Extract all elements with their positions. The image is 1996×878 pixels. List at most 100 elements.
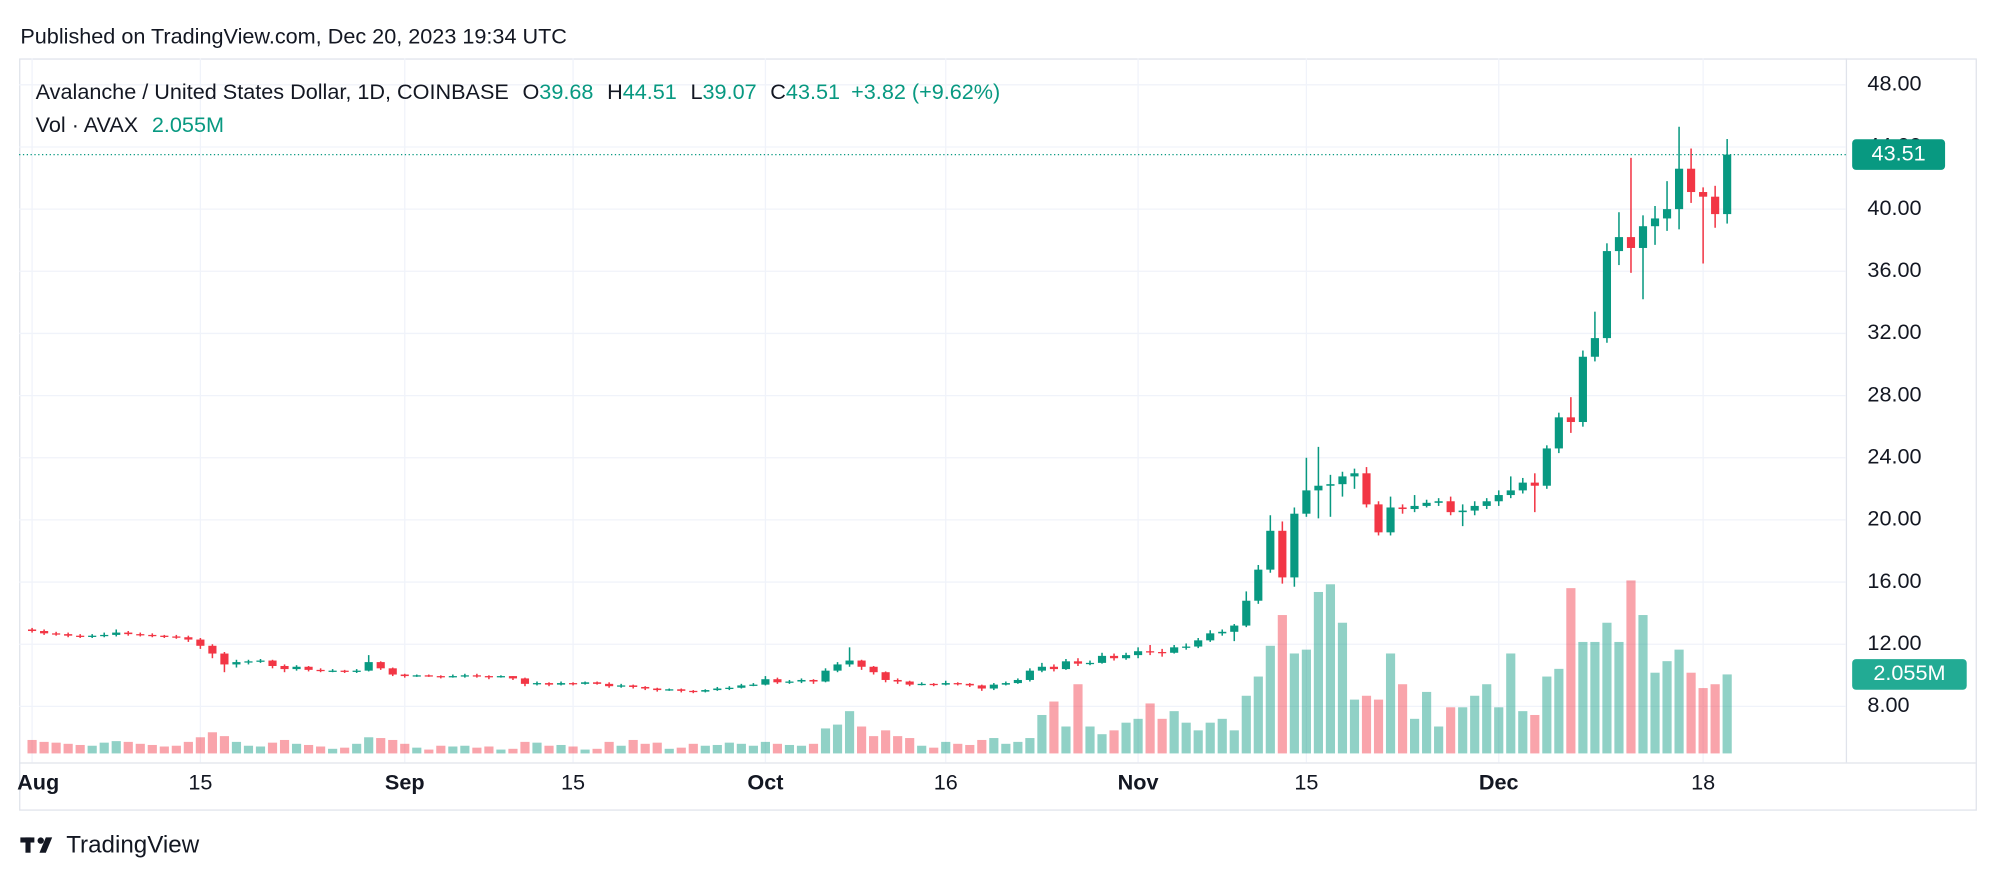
- candle-body: [1566, 417, 1575, 423]
- grid: [19, 58, 1846, 763]
- volume-bar: [1626, 580, 1636, 754]
- volume-title: Vol · AVAX: [36, 112, 139, 137]
- candle-body: [448, 676, 457, 678]
- candle-body: [977, 685, 986, 689]
- volume-bar: [1145, 703, 1155, 754]
- volume-bar: [39, 741, 49, 754]
- volume-bar: [808, 743, 819, 754]
- candle-body: [1001, 683, 1010, 685]
- x-tick-label: Oct: [747, 770, 783, 795]
- volume-bar: [291, 743, 302, 754]
- y-tick-label: 20.00: [1867, 506, 1921, 531]
- volume-bar: [676, 747, 686, 754]
- candle-body: [544, 683, 554, 685]
- last-price-label: 43.51: [1872, 140, 1926, 165]
- candle-body: [232, 662, 241, 665]
- y-tick-label: 16.00: [1867, 568, 1921, 593]
- candle-body: [1398, 507, 1407, 510]
- y-tick-label: 8.00: [1867, 692, 1909, 717]
- x-tick-label: 16: [934, 770, 958, 795]
- volume-bar: [1241, 695, 1251, 754]
- volume-bar: [316, 746, 326, 754]
- candle-body: [713, 688, 722, 691]
- volume-bar: [424, 749, 434, 754]
- volume-bar: [1013, 741, 1023, 754]
- volume-bar: [592, 748, 602, 754]
- candle-body: [881, 672, 890, 680]
- candle-body: [929, 683, 938, 686]
- legend-line: Avalanche / United States Dollar, 1D, CO…: [36, 78, 1001, 103]
- volume-bar: [1722, 674, 1732, 754]
- volume-bar: [820, 728, 831, 754]
- y-tick-label: 24.00: [1867, 443, 1921, 468]
- candle-body: [1699, 192, 1708, 197]
- volume-bar: [63, 743, 73, 754]
- x-tick-label: 15: [188, 770, 212, 795]
- candle-body: [905, 681, 914, 685]
- candle-body: [917, 683, 926, 686]
- candle-body: [1037, 666, 1046, 671]
- candle-body: [941, 683, 950, 685]
- volume-bar: [1193, 730, 1203, 754]
- volume-bar: [1686, 672, 1696, 754]
- candle-body: [268, 660, 277, 666]
- volume-bar: [1169, 711, 1179, 754]
- x-tick-label: 18: [1691, 770, 1715, 795]
- candle-body: [364, 662, 373, 671]
- symbol-title: Avalanche / United States Dollar, 1D, CO…: [36, 78, 509, 103]
- candle-body: [88, 635, 97, 637]
- candle-body: [1662, 209, 1672, 219]
- x-tick-label: 15: [561, 770, 585, 795]
- candle-body: [1638, 226, 1648, 248]
- candle-body: [460, 675, 469, 677]
- candle-body: [1687, 168, 1696, 193]
- candle-body: [1314, 485, 1323, 491]
- candle-body: [1518, 482, 1527, 491]
- volume-bar: [1410, 718, 1420, 754]
- candle-body: [388, 668, 397, 675]
- candle-body: [725, 687, 734, 690]
- candle-body: [1362, 473, 1371, 505]
- brand-name: TradingView: [66, 832, 200, 859]
- volume-bar: [832, 724, 843, 754]
- volume-bar: [772, 743, 783, 754]
- y-tick-label: 40.00: [1867, 195, 1921, 220]
- candle-body: [1470, 505, 1479, 511]
- volume-bar: [1301, 649, 1311, 754]
- candle-body: [148, 634, 157, 637]
- volume-bar: [1638, 615, 1648, 754]
- volume-bar: [1662, 661, 1672, 754]
- volume-bar: [1325, 584, 1336, 754]
- volume-bar: [1061, 726, 1071, 754]
- volume-bar: [1542, 676, 1552, 754]
- candle-body: [172, 636, 181, 638]
- volume-bar: [1554, 668, 1564, 754]
- volume-bar: [147, 744, 157, 754]
- open-letter: O: [522, 78, 539, 103]
- candle-body: [605, 683, 614, 687]
- volume-bar: [99, 742, 109, 754]
- volume-bar: [989, 738, 999, 754]
- volume-tag-label: 2.055M: [1873, 660, 1945, 685]
- volume-bar: [51, 742, 61, 754]
- volume-legend: Vol · AVAX 2.055M: [36, 112, 224, 137]
- candle-body: [1073, 661, 1083, 664]
- candle-body: [1134, 651, 1143, 656]
- candle-body: [484, 676, 493, 678]
- volume-bar: [111, 741, 121, 754]
- candle-body: [833, 664, 842, 671]
- candle-body: [556, 683, 566, 685]
- candle-body: [1530, 482, 1539, 486]
- volume-tag: [1852, 659, 1967, 690]
- candle-body: [821, 670, 830, 682]
- volume-bar: [1590, 641, 1600, 754]
- volume-value: 2.055M: [152, 112, 224, 137]
- volume-bar: [977, 739, 987, 754]
- volume-bar: [352, 743, 362, 754]
- volume-bar: [532, 742, 542, 754]
- volume-bar: [1458, 707, 1468, 754]
- candle-body: [1590, 338, 1599, 357]
- candle-body: [869, 666, 878, 673]
